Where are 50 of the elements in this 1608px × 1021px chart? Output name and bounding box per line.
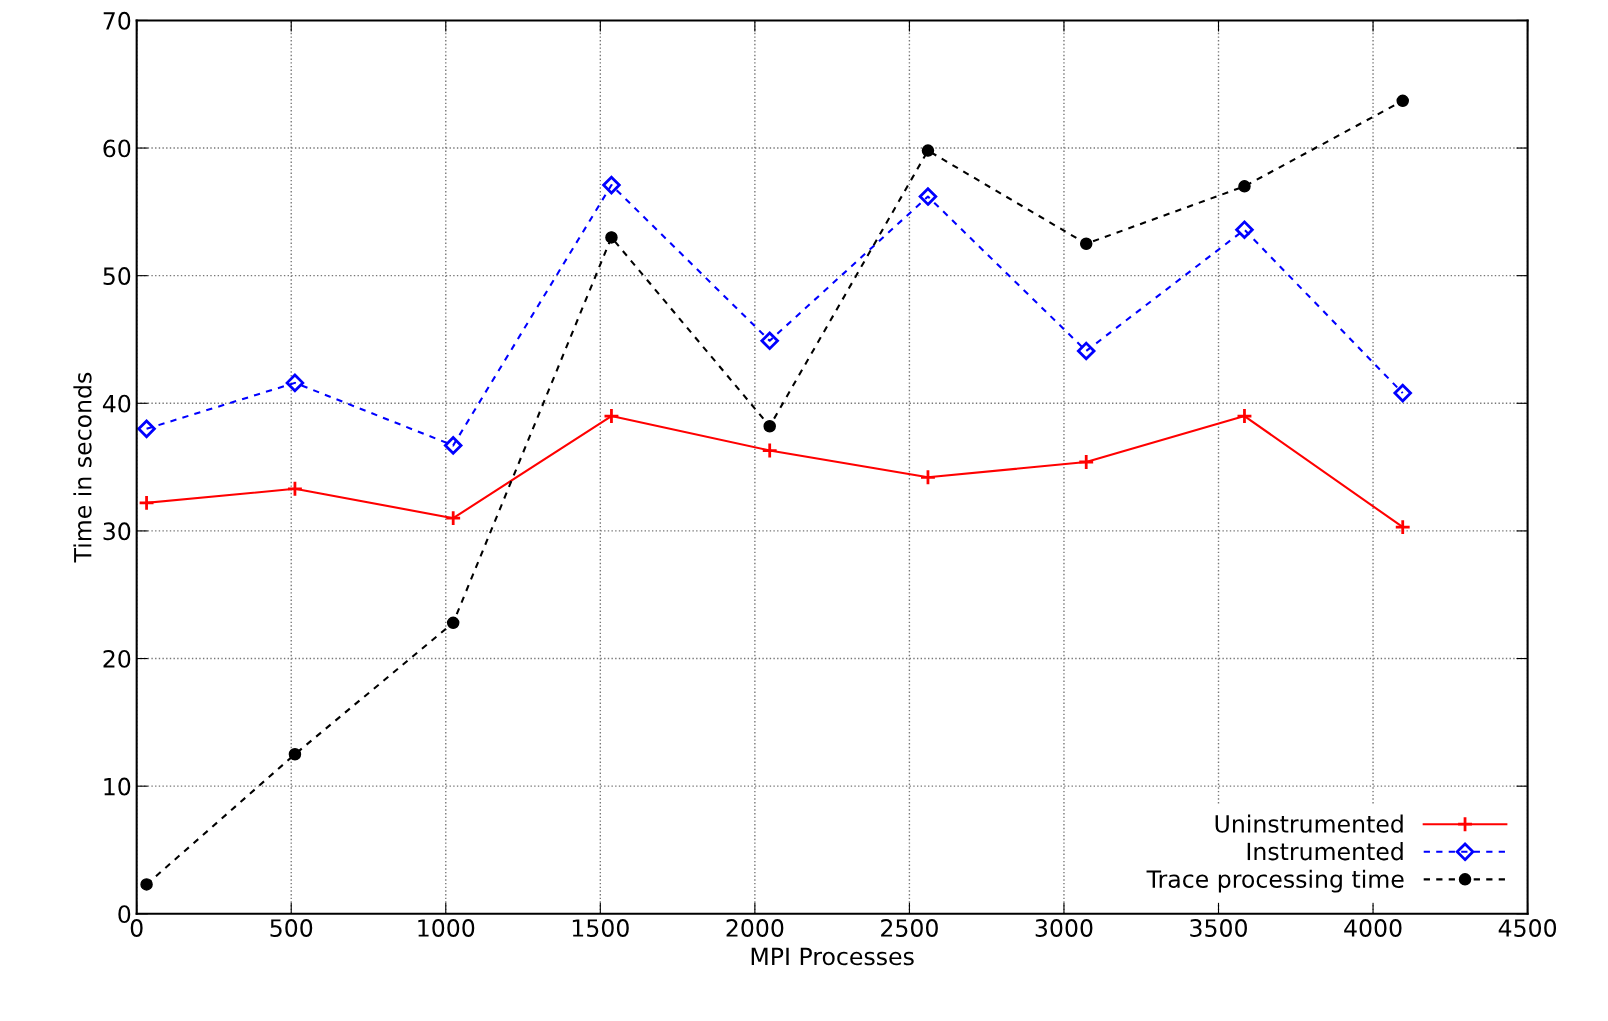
- y-axis-title: Time in seconds: [73, 372, 92, 563]
- point: [443, 436, 463, 455]
- point: [605, 231, 618, 244]
- point: [1079, 237, 1093, 251]
- y-tick-label: 10: [104, 777, 131, 796]
- point: [1393, 383, 1412, 403]
- y-tick-label: 60: [103, 139, 131, 158]
- point: [1238, 180, 1251, 193]
- point: [1394, 518, 1412, 536]
- y-tick-label: 30: [103, 522, 131, 541]
- point: [137, 419, 156, 439]
- x-tick-label: 0: [130, 919, 143, 937]
- point: [763, 420, 776, 433]
- legend-label: Instrumented: [1247, 842, 1403, 861]
- point: [1236, 407, 1253, 425]
- x-tick-label: 4500: [1498, 919, 1557, 937]
- point: [286, 480, 304, 498]
- point: [1077, 453, 1095, 471]
- point: [602, 175, 621, 195]
- y-tick-label: 20: [103, 649, 131, 668]
- point: [446, 616, 460, 630]
- point: [138, 494, 155, 512]
- x-tick-label: 3500: [1190, 919, 1247, 937]
- point: [444, 509, 462, 527]
- y-tick-label: 70: [103, 11, 131, 30]
- legend-label: Uninstrumented: [1215, 814, 1403, 833]
- x-axis-title: MPI Processes: [751, 947, 914, 966]
- point: [1076, 341, 1096, 361]
- point: [919, 468, 937, 486]
- point: [918, 187, 938, 206]
- y-tick-label: 40: [102, 394, 131, 413]
- x-tick-label: 1500: [572, 919, 629, 937]
- y-tick-label: 50: [103, 267, 131, 285]
- x-tick-label: 2500: [881, 919, 938, 937]
- y-tick-label: 0: [118, 905, 131, 924]
- x-tick-label: 500: [270, 919, 313, 937]
- point: [760, 331, 779, 351]
- x-tick-label: 1000: [418, 919, 475, 937]
- point: [921, 144, 935, 157]
- x-tick-label: 3000: [1035, 919, 1093, 937]
- point: [761, 442, 779, 459]
- point: [140, 878, 153, 891]
- legend-label: Trace processing time: [1146, 869, 1404, 893]
- point: [285, 373, 305, 393]
- point: [288, 748, 302, 761]
- x-tick-label: 4000: [1344, 919, 1402, 937]
- point: [1396, 94, 1409, 108]
- x-tick-label: 2000: [726, 919, 784, 937]
- point: [603, 407, 620, 425]
- point: [1235, 220, 1254, 239]
